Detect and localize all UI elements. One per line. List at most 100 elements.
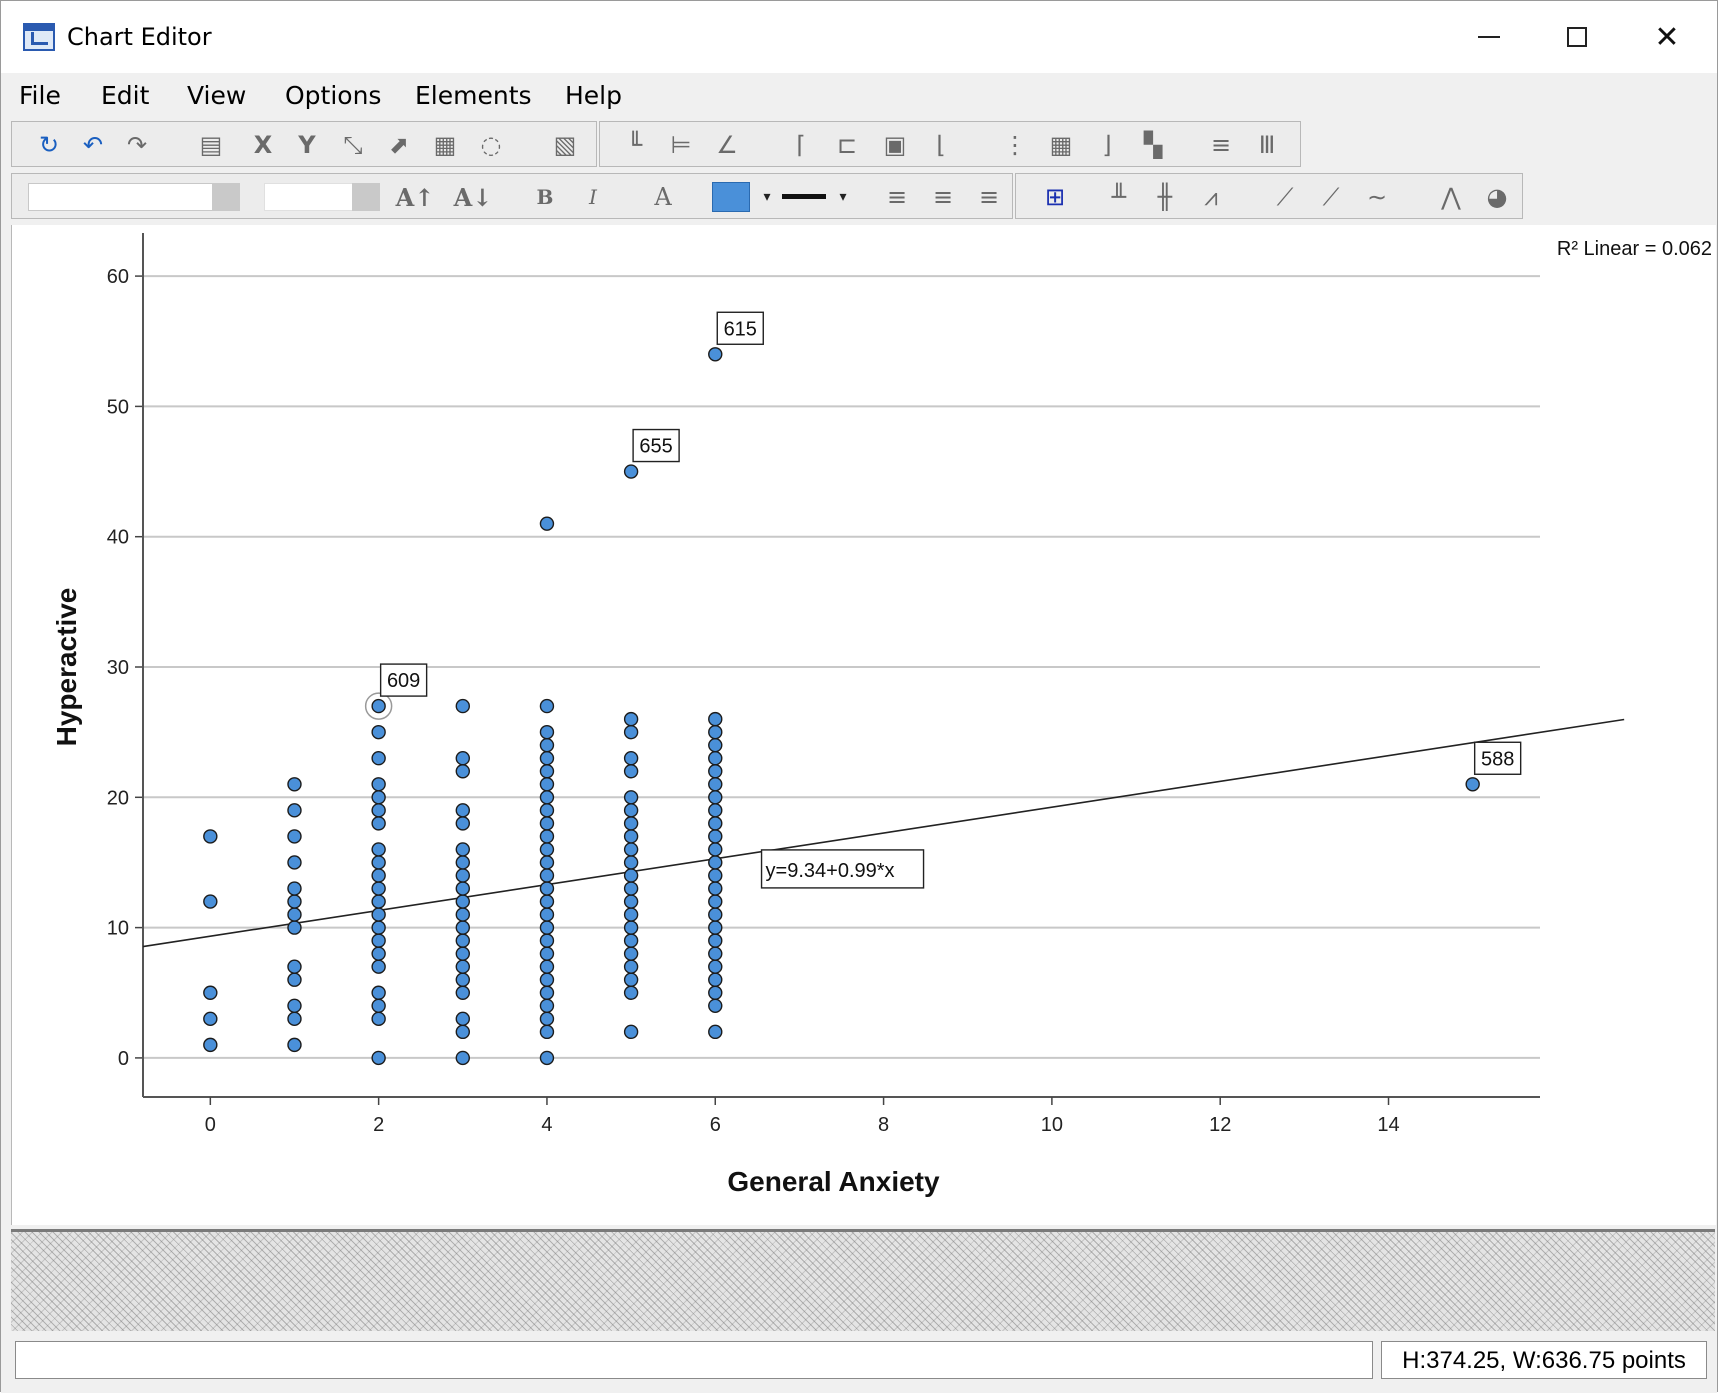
chart-canvas[interactable]: 0 10 20 30 40 50 60 0 2 4 6 8 10 12 14 General Anxiety H…	[11, 225, 1716, 1225]
fill-color-dropdown-icon[interactable]: ▾	[763, 189, 771, 205]
grid-major-icon[interactable]: ▦	[1049, 131, 1073, 159]
line-total-icon[interactable]: ∼	[1366, 183, 1388, 211]
data-point	[371, 816, 386, 831]
font-decrease-icon[interactable]: A↓	[453, 182, 493, 212]
close-button[interactable]: ✕	[1623, 1, 1711, 73]
pie-icon[interactable]: ◕	[1486, 183, 1508, 211]
histogram-icon[interactable]: ╨	[1111, 183, 1127, 211]
maximize-icon	[1567, 27, 1587, 47]
align-center-icon[interactable]: ≡	[932, 183, 954, 211]
data-point	[455, 881, 470, 896]
minimize-button[interactable]	[1445, 1, 1533, 73]
data-point	[623, 985, 639, 1000]
annotation-icon[interactable]: ▣	[883, 131, 907, 159]
properties-icon[interactable]: ▤	[199, 131, 223, 159]
data-point	[539, 777, 555, 792]
point-label-box	[632, 428, 680, 463]
data-point	[371, 985, 386, 1000]
font-size-field[interactable]	[264, 183, 362, 211]
grid-icon[interactable]: ⋮	[1003, 131, 1027, 159]
menu-file[interactable]: File	[19, 81, 61, 110]
title-icon[interactable]: ⌈	[796, 131, 806, 159]
line-style-icon[interactable]	[782, 194, 826, 199]
data-point	[371, 998, 386, 1013]
data-point	[287, 972, 302, 987]
label-icon[interactable]: ▚	[1143, 131, 1163, 159]
bold-icon[interactable]: B	[536, 185, 554, 209]
data-point	[371, 777, 386, 792]
menu-view[interactable]: View	[187, 81, 247, 110]
distribution-icon[interactable]: ⋀	[1441, 183, 1461, 211]
point-label: 655	[639, 436, 672, 458]
y-axis-icon[interactable]: Y	[298, 131, 316, 159]
error-bar-icon[interactable]: ⊨	[670, 131, 692, 159]
data-point	[371, 881, 386, 896]
maximize-button[interactable]	[1533, 1, 1621, 73]
data-point	[623, 972, 639, 987]
font-size-dropdown[interactable]	[352, 183, 380, 211]
data-point	[708, 907, 723, 922]
fit-line	[142, 718, 1625, 948]
chart-background-area	[11, 1229, 1715, 1332]
data-point	[371, 842, 386, 857]
window-title: Chart Editor	[67, 23, 212, 51]
redo-icon[interactable]: ↶	[82, 131, 104, 159]
x-axis-icon[interactable]: X	[253, 131, 273, 159]
align-right-icon[interactable]: ≡	[978, 183, 1000, 211]
data-point	[623, 920, 639, 935]
font-increase-icon[interactable]: A↑	[395, 182, 435, 212]
fit-line-icon[interactable]: ⟋	[1276, 183, 1294, 211]
menu-options[interactable]: Options	[285, 81, 382, 110]
sort-icon[interactable]: ≡	[1210, 131, 1232, 159]
legend-icon[interactable]: ⌊	[936, 131, 946, 159]
lasso-icon[interactable]: ◌	[480, 131, 502, 159]
data-label-icon[interactable]: ⊞	[1044, 183, 1066, 211]
menu-edit[interactable]: Edit	[101, 81, 150, 110]
menu-elements[interactable]: Elements	[415, 81, 532, 110]
data-point	[539, 946, 555, 961]
data-point	[455, 1024, 470, 1040]
x-axis-title: General Anxiety	[727, 1166, 940, 1197]
data-point	[371, 698, 386, 714]
line-style-dropdown-icon[interactable]: ▾	[839, 189, 847, 205]
undo-icon[interactable]: ↻	[38, 131, 60, 159]
axis-icon[interactable]: ⌋	[1102, 131, 1112, 159]
font-name-dropdown[interactable]	[212, 183, 240, 211]
scale-icon[interactable]: ⤡	[343, 131, 363, 159]
data-point	[539, 959, 555, 974]
data-point	[623, 790, 639, 805]
data-point	[455, 894, 470, 909]
x-tick-label: 8	[878, 1114, 889, 1136]
bars-icon[interactable]: Ⅲ	[1258, 131, 1276, 159]
equation-label-box	[760, 849, 925, 889]
toolbar-elements: ╙ ⊨ ∠ ⌈ ⊏ ▣ ⌊ ⋮ ▦ ⌋ ▚ ≡ Ⅲ	[599, 121, 1301, 167]
frame-icon[interactable]: ▦	[433, 131, 457, 159]
data-point	[539, 855, 555, 870]
interpolation-icon[interactable]: ⟋	[1322, 183, 1340, 211]
data-point	[371, 920, 386, 935]
menu-help[interactable]: Help	[565, 81, 622, 110]
data-point	[455, 803, 470, 818]
data-point	[371, 959, 386, 974]
align-left-icon[interactable]: ≡	[886, 183, 908, 211]
bar-chart-icon[interactable]: ╙	[627, 131, 643, 159]
data-point	[539, 764, 555, 779]
line-chart-icon[interactable]: ⩘	[1204, 183, 1218, 211]
data-point	[539, 985, 555, 1000]
table-icon[interactable]: ▧	[553, 131, 577, 159]
italic-icon[interactable]: I	[589, 185, 597, 209]
line-icon[interactable]: ∠	[716, 131, 738, 159]
data-point	[708, 803, 723, 818]
fill-color-swatch[interactable]	[712, 182, 750, 212]
data-point	[539, 816, 555, 831]
resize-icon[interactable]: ⬈	[388, 131, 410, 159]
stacked-bar-icon[interactable]: ╫	[1157, 183, 1173, 211]
minimize-icon	[1478, 36, 1500, 38]
footnote-icon[interactable]: ⊏	[836, 131, 858, 159]
data-point	[623, 803, 639, 818]
data-point	[287, 881, 302, 896]
y-tick-label: 40	[107, 527, 129, 549]
font-name-field[interactable]	[28, 183, 224, 211]
text-color-icon[interactable]: A	[654, 183, 672, 211]
forward-icon[interactable]: ↷	[126, 131, 148, 159]
